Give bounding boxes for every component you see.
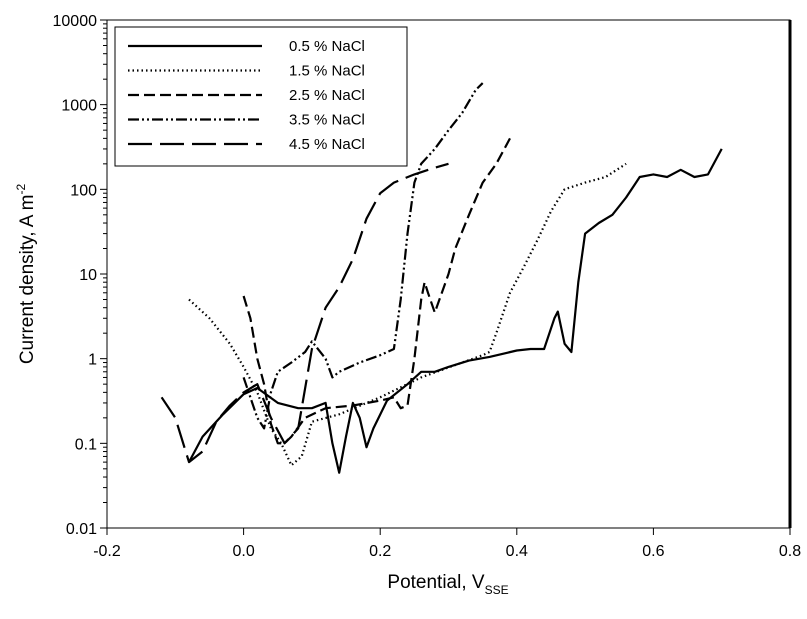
legend-box <box>114 26 408 167</box>
legend-label-1: 0.5 % NaCl <box>289 38 365 55</box>
y-tick-label: 1 <box>88 352 97 369</box>
legend-label-4: 3.5 % NaCl <box>289 112 365 129</box>
x-tick-label: -0.2 <box>93 543 121 560</box>
y-tick-label: 10 <box>79 267 97 284</box>
y-tick-label: 0.1 <box>75 436 97 453</box>
legend-label-2: 1.5 % NaCl <box>289 63 365 80</box>
x-axis-title: Potential, VSSE <box>387 572 508 597</box>
legend-label-3: 2.5 % NaCl <box>289 87 365 104</box>
series-line-3 <box>242 137 511 445</box>
series-line-2 <box>188 162 627 467</box>
y-axis-ticks: 0.01 0.1 1 10 100 1000 10000 <box>53 13 107 538</box>
series-line-5 <box>160 162 449 464</box>
y-axis-title-sup: -2 <box>14 184 28 195</box>
x-tick-label: 0.0 <box>232 543 254 560</box>
y-tick-label: 10000 <box>53 13 98 30</box>
x-tick-label: 0.4 <box>506 543 528 560</box>
x-axis-title-sub: SSE <box>485 583 509 597</box>
y-tick-label: 1000 <box>61 98 97 115</box>
x-tick-label: 0.6 <box>642 543 664 560</box>
legend-label-5: 4.5 % NaCl <box>289 136 365 153</box>
series-line-1 <box>188 148 723 474</box>
x-tick-label: 0.2 <box>369 543 391 560</box>
y-tick-label: 0.01 <box>66 521 97 538</box>
series-layer <box>160 82 723 474</box>
x-tick-label: 0.8 <box>779 543 801 560</box>
x-axis-ticks: -0.2 0.0 0.2 0.4 0.6 0.8 <box>93 528 801 560</box>
series-line-4 <box>242 82 484 430</box>
y-axis-title: Current density, A m-2 <box>14 184 38 365</box>
y-tick-label: 100 <box>70 182 97 199</box>
legend: 0.5 % NaCl 1.5 % NaCl 2.5 % NaCl 3.5 % NaCl… <box>114 26 408 167</box>
